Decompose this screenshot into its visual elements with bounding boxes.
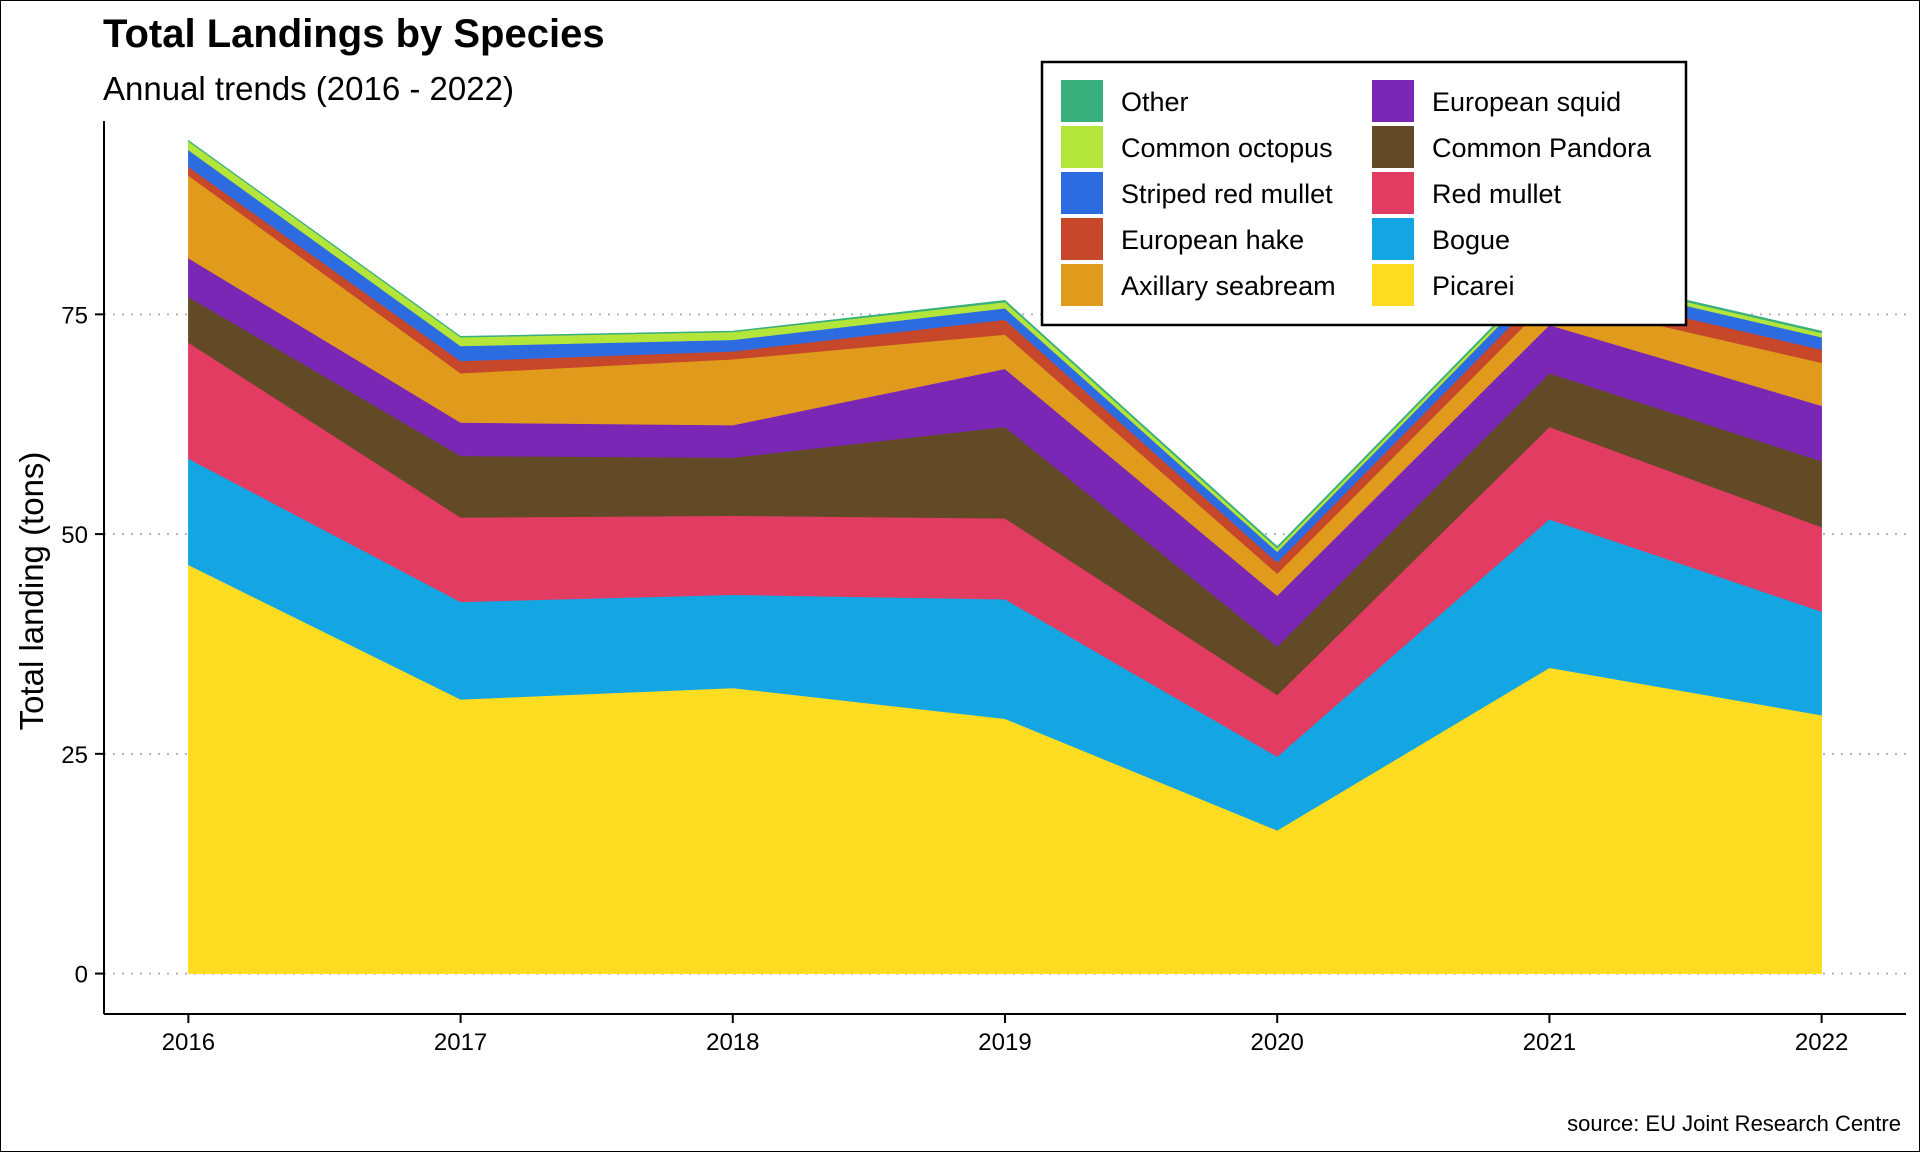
legend-key-european-hake [1061,218,1103,260]
legend-label-striped-red-mullet: Striped red mullet [1121,179,1333,209]
legend-key-red-mullet [1372,172,1414,214]
legend-key-other [1061,80,1103,122]
legend-label-picarei: Picarei [1432,271,1515,301]
x-tick-label-2017: 2017 [434,1029,487,1056]
legend-key-common-octopus [1061,126,1103,168]
legend-label-european-squid: European squid [1432,87,1621,117]
y-axis-label: Total landing (tons) [13,452,50,731]
legend-key-striped-red-mullet [1061,172,1103,214]
y-tick-label-0: 0 [75,962,88,989]
legend: Other European squid Common octopus Common … [1040,60,1688,327]
chart-title: Total Landings by Species [103,12,605,56]
legend-label-axillary-seabream: Axillary seabream [1121,271,1336,301]
x-tick-label-2021: 2021 [1523,1029,1576,1056]
legend-label-common-pandora: Common Pandora [1432,133,1652,163]
legend-label-common-octopus: Common octopus [1121,133,1333,163]
x-tick-label-2018: 2018 [706,1029,759,1056]
x-tick-label-2022: 2022 [1795,1029,1848,1056]
chart-caption: source: EU Joint Research Centre [1567,1111,1901,1136]
legend-box [1040,60,1688,327]
legend-key-common-pandora [1372,126,1414,168]
y-tick-label-25: 25 [61,742,88,769]
legend-label-other: Other [1121,87,1189,117]
legend-key-european-squid [1372,80,1414,122]
y-tick-label-50: 50 [61,522,88,549]
chart-subtitle: Annual trends (2016 - 2022) [103,70,514,107]
axes: 0 25 50 75 2016 2017 2018 2019 2020 2021 2022 [61,121,1906,1056]
legend-key-picarei [1372,264,1414,306]
area-other [188,139,1822,549]
legend-label-red-mullet: Red mullet [1432,179,1562,209]
y-tick-label-75: 75 [61,302,88,329]
x-tick-label-2019: 2019 [978,1029,1031,1056]
legend-key-bogue [1372,218,1414,260]
x-tick-label-2020: 2020 [1251,1029,1304,1056]
stacked-areas [188,139,1822,974]
legend-label-bogue: Bogue [1432,225,1510,255]
legend-key-axillary-seabream [1061,264,1103,306]
x-tick-label-2016: 2016 [162,1029,215,1056]
legend-label-european-hake: European hake [1121,225,1304,255]
